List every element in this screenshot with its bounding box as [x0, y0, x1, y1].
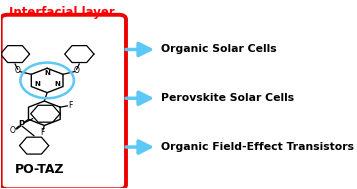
Text: Perovskite Solar Cells: Perovskite Solar Cells	[161, 93, 294, 103]
Text: N: N	[54, 81, 60, 87]
Text: Interfacial layer: Interfacial layer	[9, 6, 115, 19]
Text: PO-TAZ: PO-TAZ	[15, 163, 64, 176]
Text: Organic Field-Effect Transistors: Organic Field-Effect Transistors	[161, 142, 354, 152]
Text: Organic Solar Cells: Organic Solar Cells	[161, 44, 277, 54]
Text: N: N	[44, 70, 50, 76]
Text: O: O	[74, 67, 80, 75]
Text: O: O	[15, 67, 21, 75]
Text: F: F	[41, 129, 45, 137]
Text: N: N	[34, 81, 40, 87]
FancyBboxPatch shape	[1, 15, 126, 189]
Text: P: P	[19, 120, 25, 129]
Text: F: F	[69, 101, 73, 110]
Text: O: O	[10, 126, 16, 135]
